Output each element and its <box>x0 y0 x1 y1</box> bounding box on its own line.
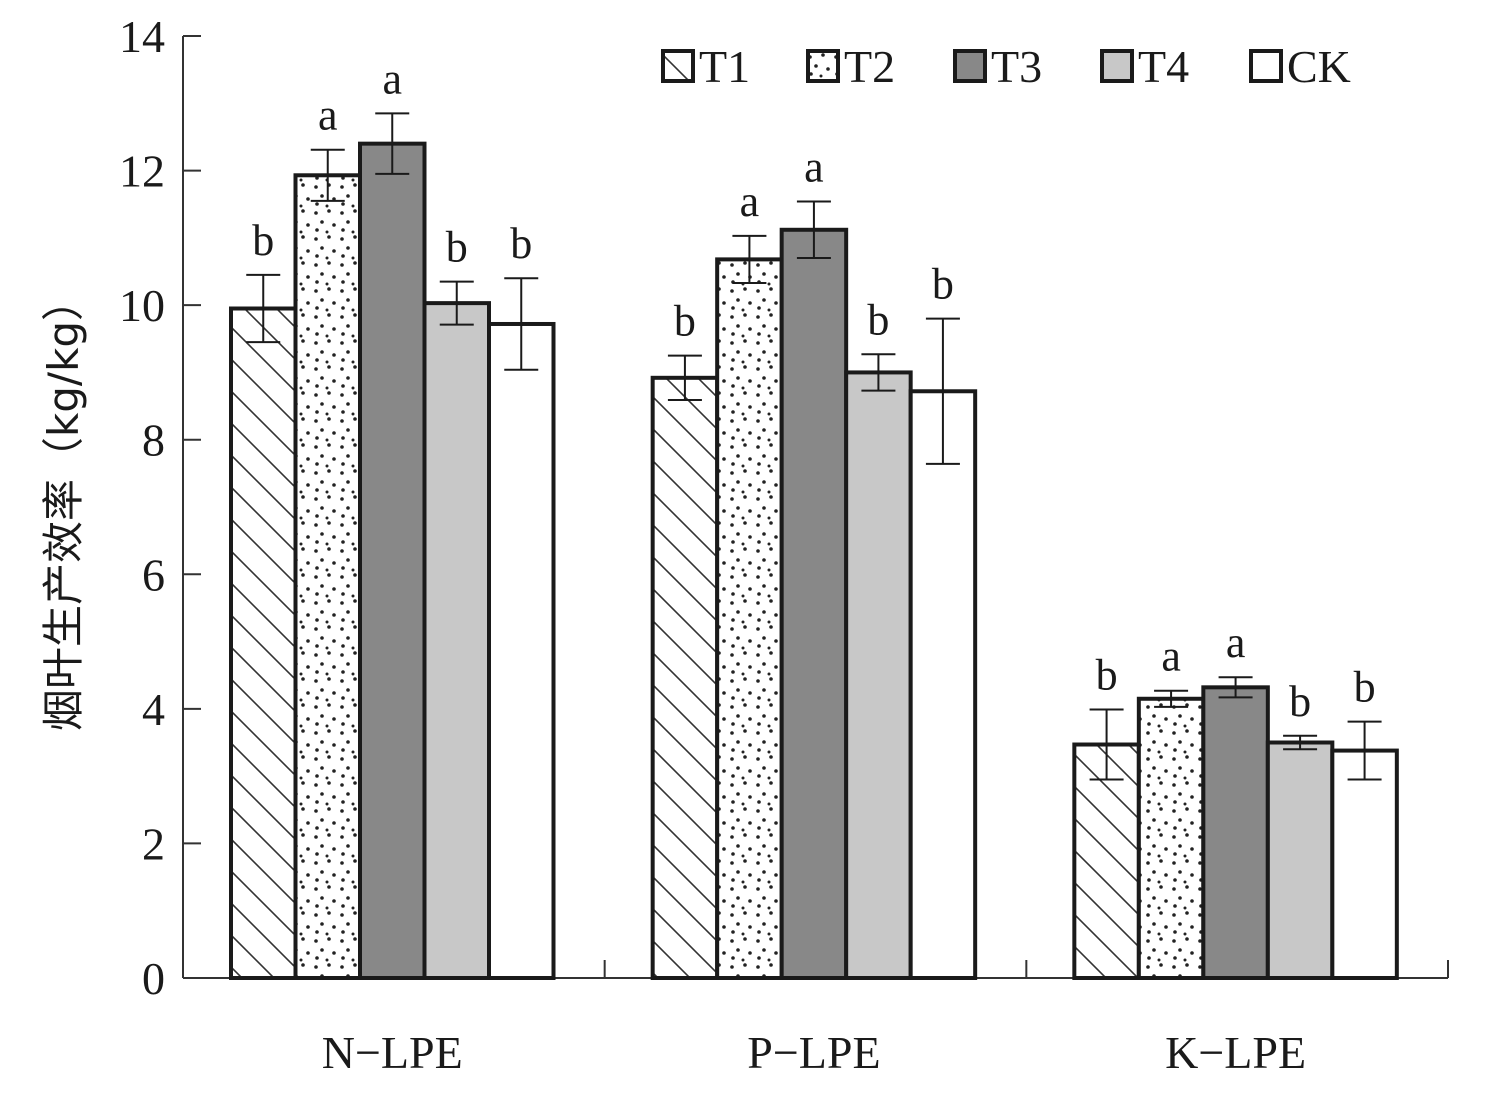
legend-item-t4: T4 <box>1100 41 1189 92</box>
bar-ck-3 <box>1330 748 1399 980</box>
error-bar-t1-2 <box>667 354 702 402</box>
legend-item-ck: CK <box>1249 41 1351 92</box>
significance-label: a <box>740 177 760 226</box>
error-bar-t2-3 <box>1154 689 1189 708</box>
y-tick-label: 14 <box>119 11 165 62</box>
bar-t2-3 <box>1136 696 1206 980</box>
error-bar-t3-2 <box>796 200 831 260</box>
error-bar-t2-1 <box>310 148 345 202</box>
legend-swatch <box>806 49 840 83</box>
legend-swatch <box>661 49 695 83</box>
significance-label: a <box>804 143 824 192</box>
bars <box>229 141 1399 981</box>
significance-label: b <box>446 223 468 272</box>
bar-t1-1 <box>229 306 298 980</box>
y-tick-label: 0 <box>142 953 165 1004</box>
legend-label: T1 <box>699 41 750 92</box>
significance-label: b <box>932 260 954 309</box>
y-tick-label: 4 <box>142 684 165 735</box>
bar-ck-1 <box>487 321 556 980</box>
y-tick-label: 6 <box>142 549 165 600</box>
y-tick-label: 8 <box>142 415 165 466</box>
y-tick-label: 10 <box>119 280 165 331</box>
legend-label: T2 <box>844 41 895 92</box>
significance-label: a <box>382 54 402 103</box>
bar-ck-2 <box>908 389 978 981</box>
y-axis-label: 烟叶生产效率（kg/kg） <box>39 279 88 731</box>
x-category-label: N−LPE <box>322 1027 463 1078</box>
significance-label: b <box>674 297 696 346</box>
bar-t3-2 <box>779 227 849 981</box>
bar-t3-3 <box>1201 685 1270 981</box>
legend: T1 T2 T3 T4 CK <box>661 41 1351 92</box>
y-axis-ticks: 0 2 4 6 8 10 12 14 <box>119 11 201 1004</box>
x-category-label: P−LPE <box>747 1027 880 1078</box>
x-category-label: K−LPE <box>1165 1027 1306 1078</box>
significance-label: b <box>510 219 532 268</box>
significance-label: b <box>1354 663 1376 712</box>
legend-swatch <box>1100 49 1134 83</box>
error-bar-ck-2 <box>925 317 960 465</box>
error-bar-t1-1 <box>246 273 281 344</box>
error-bar-t2-2 <box>732 234 767 284</box>
significance-label: a <box>1161 632 1181 681</box>
significance-label: b <box>867 295 889 344</box>
legend-label: T4 <box>1138 41 1189 92</box>
bar-t2-2 <box>715 257 784 981</box>
legend-label: CK <box>1287 41 1351 92</box>
error-bar-t3-3 <box>1218 676 1253 699</box>
bar-t4-3 <box>1265 740 1335 980</box>
error-bar-ck-1 <box>504 277 539 371</box>
significance-label: b <box>1289 677 1311 726</box>
legend-swatch <box>953 49 987 83</box>
y-tick-label: 2 <box>142 818 165 869</box>
legend-item-t3: T3 <box>953 41 1042 92</box>
significance-label: b <box>252 216 274 265</box>
error-bar-t4-1 <box>439 280 474 326</box>
y-axis-label-group: 烟叶生产效率（kg/kg） <box>39 279 88 731</box>
significance-label: b <box>1096 651 1118 700</box>
legend-swatch <box>1249 49 1283 83</box>
bar-t3-1 <box>358 141 427 980</box>
y-tick-label: 12 <box>119 146 165 197</box>
bar-t4-1 <box>422 301 491 981</box>
legend-item-t2: T2 <box>806 41 895 92</box>
error-bar-ck-3 <box>1347 720 1382 781</box>
significance-label: a <box>1226 618 1246 667</box>
legend-label: T3 <box>991 41 1042 92</box>
error-bar-t4-3 <box>1283 734 1318 751</box>
bar-t2-1 <box>293 173 362 980</box>
bar-t4-2 <box>844 370 913 980</box>
error-bar-t4-2 <box>861 353 896 392</box>
error-bar-t3-1 <box>375 112 410 175</box>
legend-item-t1: T1 <box>661 41 750 92</box>
error-bars <box>246 112 1382 781</box>
bar-t1-2 <box>650 375 720 981</box>
x-axis-category-labels: N−LPE P−LPE K−LPE <box>322 1027 1306 1078</box>
significance-label: a <box>318 91 338 140</box>
error-bar-t1-3 <box>1089 708 1124 781</box>
